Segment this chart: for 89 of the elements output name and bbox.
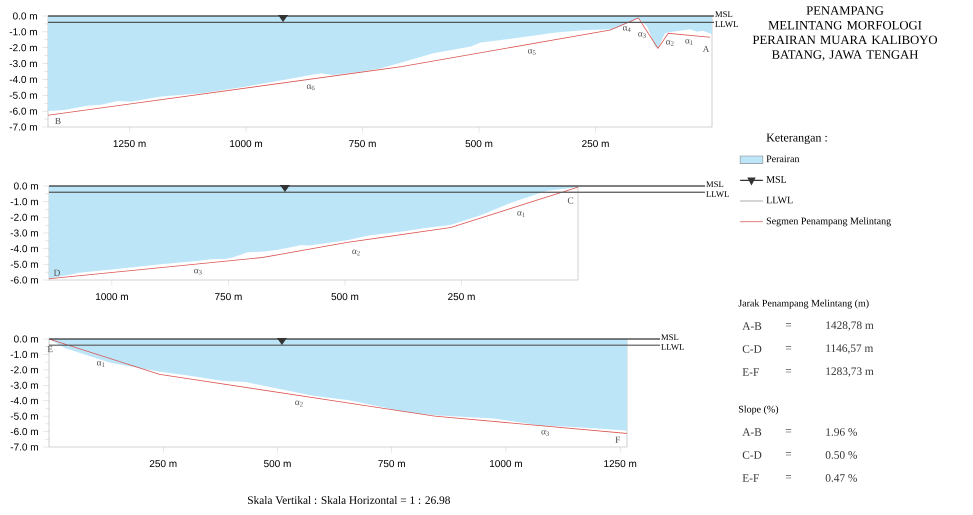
y-tick-label: -1.0 m	[10, 198, 38, 206]
text: C-D	[742, 345, 762, 353]
legend-label: Segmen Penampang Melintang	[766, 217, 891, 226]
text: =	[786, 323, 792, 326]
annotation: B	[55, 118, 61, 124]
text: LLWL	[766, 196, 793, 204]
text: E-F	[742, 368, 759, 376]
x-tick-label: 1000 m	[96, 293, 128, 300]
text: =	[786, 452, 792, 456]
annotation: F	[615, 436, 620, 443]
annotation: α$_{3}$	[638, 32, 646, 38]
annotation: α$_{1}$	[96, 361, 104, 367]
legend-title: Keterangan :	[766, 134, 827, 144]
y-tick-label: -4.0 m	[10, 397, 38, 404]
x-tick-label: 750 m	[349, 140, 376, 148]
annotation: C	[568, 197, 574, 204]
text: A-B	[742, 428, 762, 436]
y-tick-label: -4.0 m	[10, 76, 37, 83]
text: 0.47 %	[826, 474, 857, 482]
x-tick-label: 250 m	[448, 293, 475, 300]
legend-label: Perairan	[766, 155, 800, 162]
y-tick-label: -5.0 m	[10, 260, 38, 268]
text: PENAMPANG MELINTANG MORFOLOGI	[768, 6, 922, 30]
x-tick-label: 1000 m	[490, 460, 522, 468]
text: 1.96 %	[826, 428, 857, 436]
y-tick-label: -7.0 m	[10, 443, 38, 451]
text: C-D	[742, 451, 762, 459]
text: 1428,78 m	[826, 321, 874, 331]
annotation: α$_{1}$	[685, 39, 693, 45]
text: =	[786, 429, 792, 432]
ref-line-label: MSL	[715, 11, 732, 18]
x-tick-label: 750 m	[215, 293, 242, 300]
text: 1146,57 m	[826, 344, 874, 354]
text: =	[786, 369, 792, 372]
annotation: α$_{4}$	[622, 26, 631, 32]
annotation: α$_{6}$	[306, 84, 315, 90]
x-tick-label: 1250 m	[604, 460, 636, 468]
text: =	[786, 475, 792, 478]
y-tick-label: -6.0 m	[10, 428, 38, 436]
x-tick-label: 1250 m	[114, 140, 146, 148]
text: PERAIRAN MUARA KALIBOYO BATANG, JAWA TENGAH	[752, 36, 938, 61]
annotation: α$_{2}$	[666, 40, 674, 46]
y-tick-label: -2.0 m	[10, 44, 37, 52]
annotation: α$_{3}$	[541, 430, 550, 436]
annotation: D	[54, 270, 60, 276]
x-tick-label: 250 m	[150, 460, 176, 468]
annotation: E	[48, 346, 53, 352]
text: E-F	[742, 474, 759, 482]
text: 1283,73 m	[826, 367, 874, 377]
y-tick-label: -3.0 m	[10, 60, 37, 68]
annotation: α$_{5}$	[528, 49, 536, 55]
x-tick-label: 250 m	[582, 140, 609, 148]
annotation: α$_{2}$	[295, 400, 303, 406]
ref-line-label: LLWL	[715, 21, 738, 28]
y-tick-label: -5.0 m	[10, 92, 37, 99]
text: A-B	[742, 322, 762, 330]
x-tick-label: 500 m	[331, 293, 358, 300]
y-tick-label: -2.0 m	[10, 366, 38, 374]
y-tick-label: -1.0 m	[10, 28, 37, 36]
y-tick-label: 0.0 m	[14, 335, 38, 343]
ref-line-label: LLWL	[661, 344, 684, 350]
y-tick-label: -1.0 m	[10, 350, 38, 358]
ref-line-label: MSL	[706, 181, 724, 188]
y-tick-label: -3.0 m	[10, 229, 38, 237]
text: =	[786, 346, 792, 350]
y-tick-label: -6.0 m	[10, 108, 37, 115]
annotation: A	[702, 46, 710, 52]
y-tick-label: -5.0 m	[10, 412, 38, 420]
annotation: α$_{1}$	[517, 211, 525, 217]
y-tick-label: -7.0 m	[10, 123, 37, 131]
y-tick-label: 0.0 m	[12, 12, 37, 20]
ref-line-label: LLWL	[706, 191, 729, 198]
y-tick-label: -3.0 m	[10, 382, 38, 389]
ref-line-label: MSL	[661, 334, 678, 340]
x-tick-label: 750 m	[378, 460, 405, 468]
x-tick-label: 1000 m	[230, 140, 262, 148]
annotation: α$_{3}$	[194, 268, 202, 275]
y-tick-label: -4.0 m	[10, 245, 38, 252]
text: 0.50 %	[826, 451, 857, 459]
text: MSL	[766, 176, 786, 183]
y-tick-label: -2.0 m	[10, 214, 38, 221]
y-tick-label: -6.0 m	[10, 276, 38, 284]
y-tick-label: 0.0 m	[14, 182, 38, 190]
x-tick-label: 500 m	[264, 460, 291, 468]
x-tick-label: 500 m	[466, 140, 492, 148]
annotation: α$_{2}$	[352, 250, 360, 256]
text: Slope (%)	[738, 405, 778, 415]
text: Skala Vertikal : Skala Horizontal = 1 : 26.98	[248, 496, 450, 504]
text: Jarak Penampang Melintang (m)	[738, 299, 869, 309]
